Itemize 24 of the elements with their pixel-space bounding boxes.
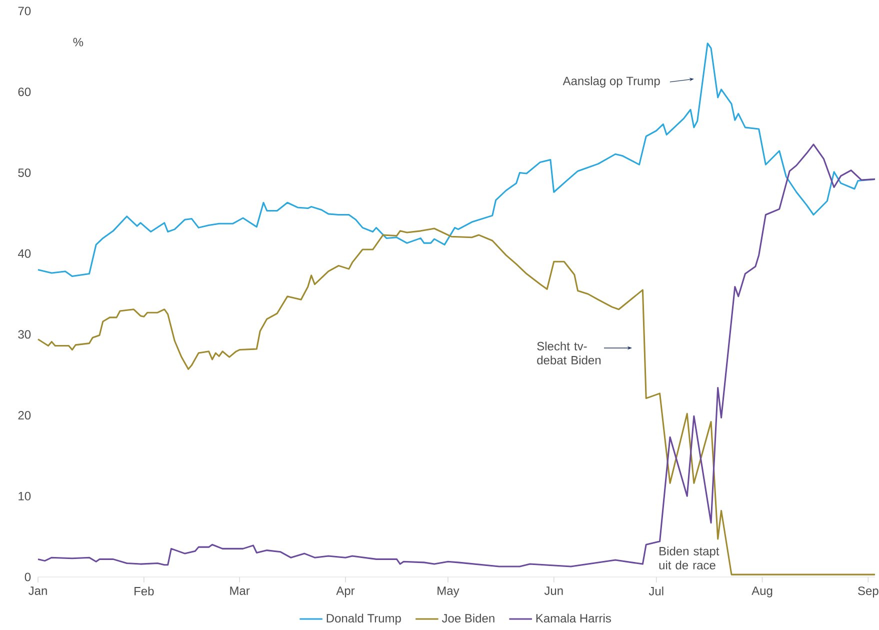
x-tick-label: Feb (134, 586, 154, 596)
x-tick-label: May (438, 586, 460, 598)
legend-label: Donald Trump (326, 614, 401, 625)
y-tick-label: 70 (18, 6, 31, 16)
x-tick-label: Mar (230, 586, 250, 595)
y-tick-label: 60 (18, 88, 31, 96)
y-axis-title: % (73, 38, 84, 46)
x-tick-label: Sep (858, 586, 878, 598)
y-tick-label: 0 (24, 572, 31, 582)
y-tick-label: 40 (18, 249, 31, 258)
legend-label: Joe Biden (442, 614, 494, 623)
y-tick-label: 50 (18, 168, 31, 177)
y-tick-label: 30 (18, 330, 31, 339)
annotation: Biden stapt uit de race (659, 546, 720, 570)
x-tick-label: Jun (544, 586, 563, 595)
legend-label: Kamala Harris (536, 614, 611, 623)
y-tick-label: 20 (18, 411, 31, 420)
annotation: Aanslag op Trump (562, 76, 660, 88)
y-tick-label: 10 (18, 492, 31, 500)
x-tick-label: Apr (336, 586, 355, 598)
x-tick-label: Aug (752, 586, 772, 598)
x-tick-label: Jul (648, 586, 664, 596)
x-tick-label: Jan (28, 586, 47, 595)
annotation: Slecht tv-debat Biden (537, 342, 601, 364)
